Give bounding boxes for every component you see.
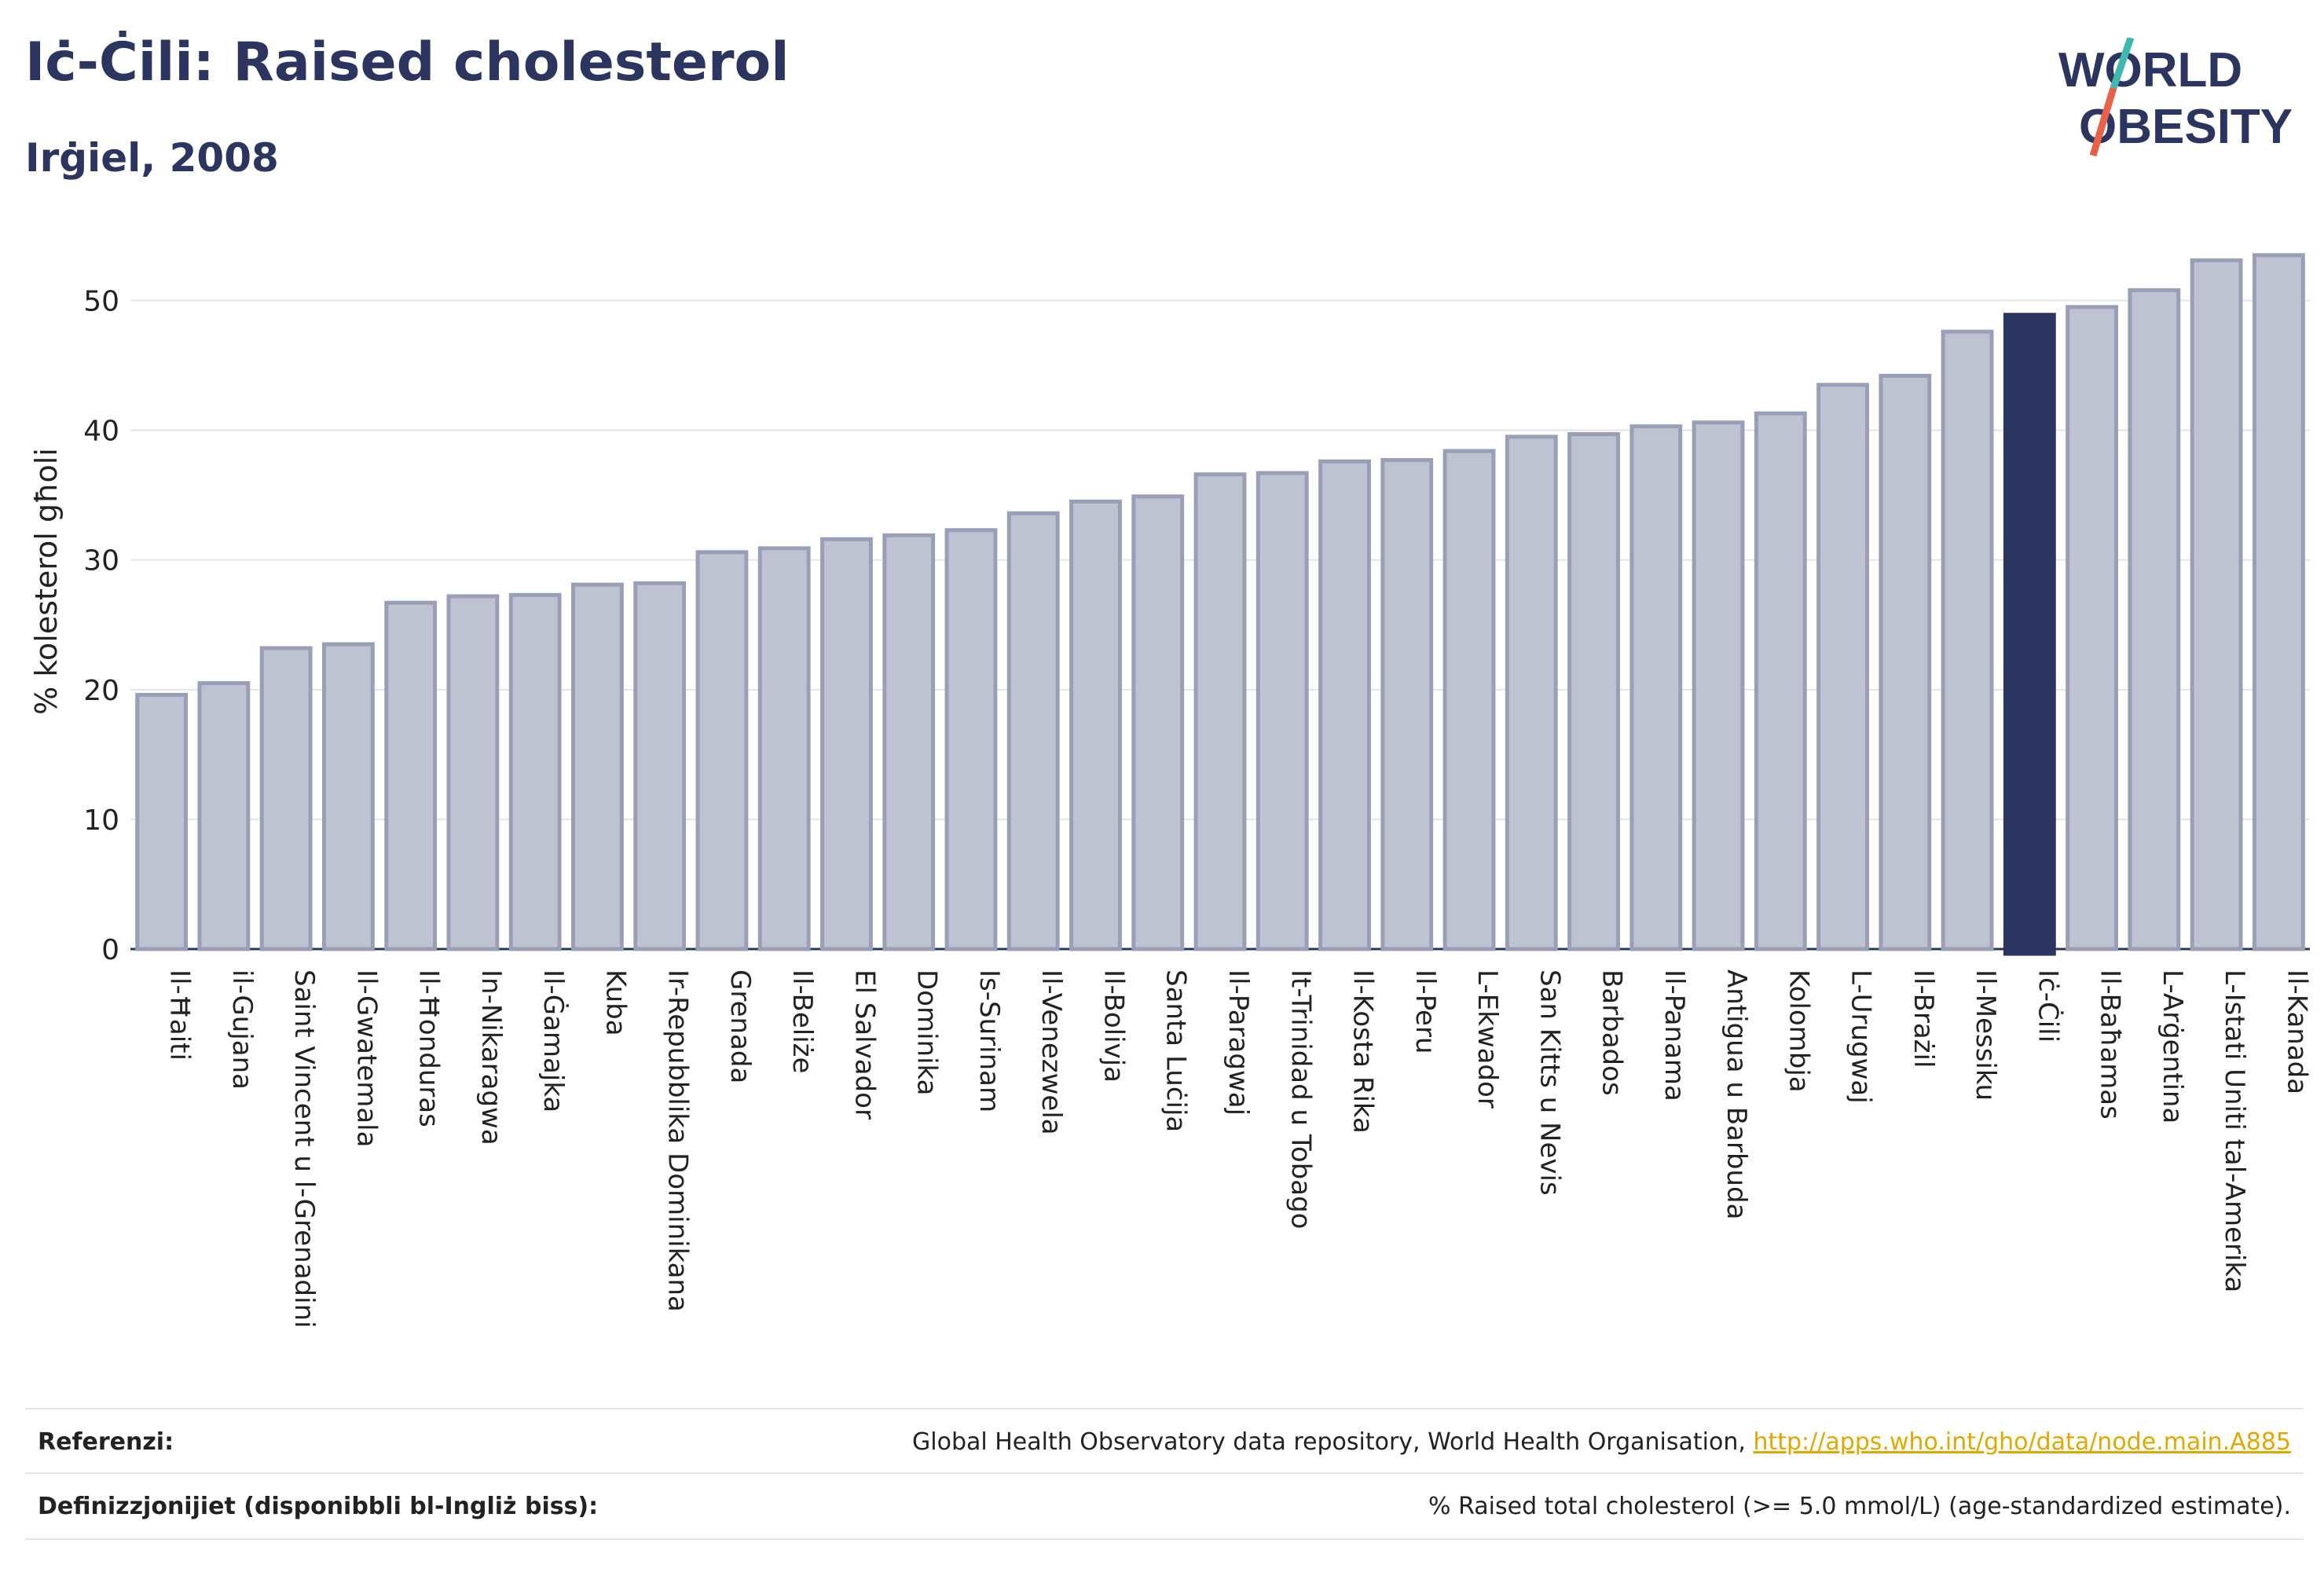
references-label: Referenzi: — [38, 1428, 174, 1456]
bar — [259, 646, 313, 951]
x-tick-label: Saint Vincent u l-Grenadini — [288, 969, 320, 1329]
bar — [1692, 420, 1745, 951]
bar — [1442, 449, 1496, 951]
bar — [1006, 511, 1060, 951]
x-tick-label: San Kitts u Nevis — [1534, 969, 1565, 1196]
bar — [1318, 459, 1371, 951]
y-tick-label: 0 — [101, 934, 119, 966]
x-tick-label: Il-Kanada — [2281, 969, 2312, 1094]
x-tick-label: Il-Beliże — [786, 969, 818, 1073]
page-title: Iċ-Ċili: Raised cholesterol — [25, 31, 790, 93]
x-tick-label: Il-Paragwaj — [1222, 969, 1254, 1116]
bar — [882, 533, 936, 951]
references-row: Referenzi: Global Health Observatory dat… — [25, 1408, 2304, 1474]
y-tick-label: 20 — [83, 675, 119, 707]
bar — [1380, 458, 1434, 951]
bar — [1505, 434, 1558, 951]
x-tick-label: Il-Venezwela — [1036, 969, 1067, 1135]
x-tick-label: In-Nikaragwa — [475, 969, 507, 1145]
y-tick-label: 40 — [83, 416, 119, 448]
bar — [1816, 383, 1869, 951]
x-tick-label: Barbados — [1596, 969, 1628, 1096]
bar — [571, 582, 624, 951]
bar — [446, 594, 500, 951]
x-tick-label: Is-Surinam — [973, 969, 1005, 1112]
bar — [820, 537, 873, 951]
bar — [1754, 411, 1807, 951]
bar — [1567, 432, 1620, 951]
bar — [757, 546, 811, 951]
page-subtitle: Irġiel, 2008 — [25, 135, 279, 181]
bar — [508, 592, 562, 951]
x-tick-label: Iċ-Ċili — [2032, 969, 2064, 1043]
x-tick-label: Ir-Repubblika Dominikana — [662, 969, 694, 1312]
x-tick-label: Il-Gwatemala — [350, 969, 382, 1147]
x-tick-label: Kuba — [599, 969, 631, 1036]
x-tick-label: Il-Brażil — [1908, 969, 1939, 1068]
bar — [1629, 424, 1683, 951]
bar — [197, 681, 251, 951]
bar — [2190, 258, 2243, 951]
x-tick-label: El Salvador — [849, 969, 880, 1120]
x-tick-label: Il-Bolivja — [1098, 969, 1129, 1083]
y-tick-label: 30 — [83, 545, 119, 577]
definitions-value: % Raised total cholesterol (>= 5.0 mmol/… — [1428, 1493, 2291, 1520]
x-tick-label: Antigua u Barbuda — [1721, 969, 1752, 1219]
bar — [2128, 288, 2181, 951]
bar — [1193, 472, 1247, 951]
bar — [944, 528, 998, 951]
x-tick-label: L-Urugwaj — [1846, 969, 1877, 1104]
x-tick-label: Kolombja — [1783, 969, 1814, 1093]
y-tick-label: 50 — [83, 286, 119, 318]
definitions-label: Definizzjonijiet (disponibbli bl-Ingliż … — [38, 1493, 599, 1520]
x-tick-label: L-Arġentina — [2157, 969, 2188, 1123]
references-value: Global Health Observatory data repositor… — [912, 1428, 2291, 1456]
bar — [321, 642, 375, 951]
bar — [1941, 329, 1994, 951]
logo-line1: WORLD — [2058, 43, 2242, 97]
bar — [1069, 499, 1122, 951]
references-text: Global Health Observatory data repositor… — [912, 1428, 1754, 1456]
x-tick-label: Il-Kosta Rika — [1347, 969, 1379, 1134]
logo-line2: OBESITY — [2079, 100, 2293, 154]
bar-highlight — [2003, 313, 2056, 956]
bar — [695, 550, 749, 951]
y-tick-label: 10 — [83, 804, 119, 837]
x-tick-label: Il-Ġamajka — [537, 969, 570, 1112]
bar — [633, 581, 687, 951]
definitions-row: Definizzjonijiet (disponibbli bl-Ingliż … — [25, 1472, 2304, 1540]
x-tick-label: Il-Peru — [1409, 969, 1441, 1054]
x-tick-label: It-Trinidad u Tobago — [1285, 969, 1316, 1229]
bar — [1131, 494, 1185, 951]
bar — [384, 600, 438, 951]
bar-chart: Il-Ħaiti il-Gujana Saint Vincent u l-Grena… — [29, 253, 2312, 1329]
references-link[interactable]: http://apps.who.int/gho/data/node.main.A… — [1753, 1428, 2291, 1456]
bar — [135, 692, 189, 951]
x-tick-label: Il-Ħonduras — [413, 969, 445, 1127]
x-tick-label: Il-Messiku — [1970, 969, 2001, 1101]
bar — [1255, 471, 1309, 951]
x-tick-label: Il-Baħamas — [2095, 969, 2126, 1120]
bar — [2066, 305, 2119, 951]
x-tick-label: Il-Panama — [1659, 969, 1690, 1101]
x-tick-label: L-Ekwador — [1472, 969, 1503, 1109]
logo-slash-teal — [2110, 38, 2135, 90]
bar — [2252, 253, 2305, 951]
x-tick-label: Il-Ħaiti — [164, 969, 196, 1061]
x-tick-label: Dominika — [911, 969, 943, 1095]
x-tick-label: Grenada — [724, 969, 756, 1083]
logo-slash-coral — [2089, 86, 2117, 157]
bar — [1879, 373, 1932, 951]
x-tick-label: il-Gujana — [226, 969, 258, 1090]
world-obesity-logo: WORLD OBESITY — [2058, 38, 2293, 157]
x-tick-label: L-Istati Uniti tal-Amerika — [2219, 969, 2250, 1292]
y-axis-label: % kolesterol għoli — [29, 448, 64, 715]
x-tick-label: Santa Luċija — [1160, 969, 1192, 1132]
